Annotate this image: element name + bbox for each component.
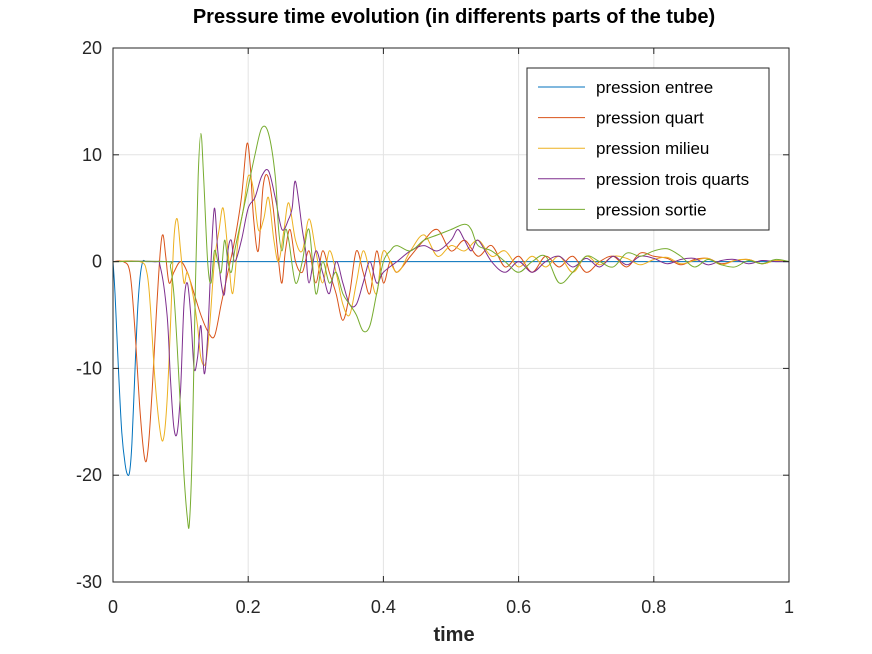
series-line-2 [113,142,789,463]
legend-label: pression trois quarts [596,170,749,189]
y-tick-label: -30 [76,572,102,592]
series-line-1 [113,259,789,476]
chart-title: Pressure time evolution (in differents p… [193,6,715,28]
series-group [113,125,789,529]
legend-label: pression milieu [596,139,709,158]
y-tick-label: -10 [76,358,102,378]
x-tick-label: 0.8 [641,597,666,617]
legend: pression entree pression quart pression mi… [526,67,770,231]
y-tick-label: 0 [92,252,102,272]
y-axis-ticks: -30 -20 -10 0 10 20 [76,38,789,592]
series-line-4 [113,169,789,437]
x-tick-label: 1 [784,597,794,617]
y-tick-label: 20 [82,38,102,58]
legend-label: pression sortie [596,200,707,219]
series-line-5 [113,125,789,529]
legend-label: pression quart [596,109,704,128]
x-tick-label: 0 [108,597,118,617]
plot-frame [112,47,790,583]
y-tick-label: 10 [82,145,102,165]
y-tick-label: -20 [76,465,102,485]
x-tick-label: 0.4 [371,597,396,617]
x-tick-label: 0.6 [506,597,531,617]
legend-box [526,67,770,231]
legend-label: pression entree [596,78,713,97]
x-axis-ticks: 0 0.2 0.4 0.6 0.8 1 [108,48,794,617]
x-tick-label: 0.2 [236,597,261,617]
x-axis-label: time [433,624,474,646]
